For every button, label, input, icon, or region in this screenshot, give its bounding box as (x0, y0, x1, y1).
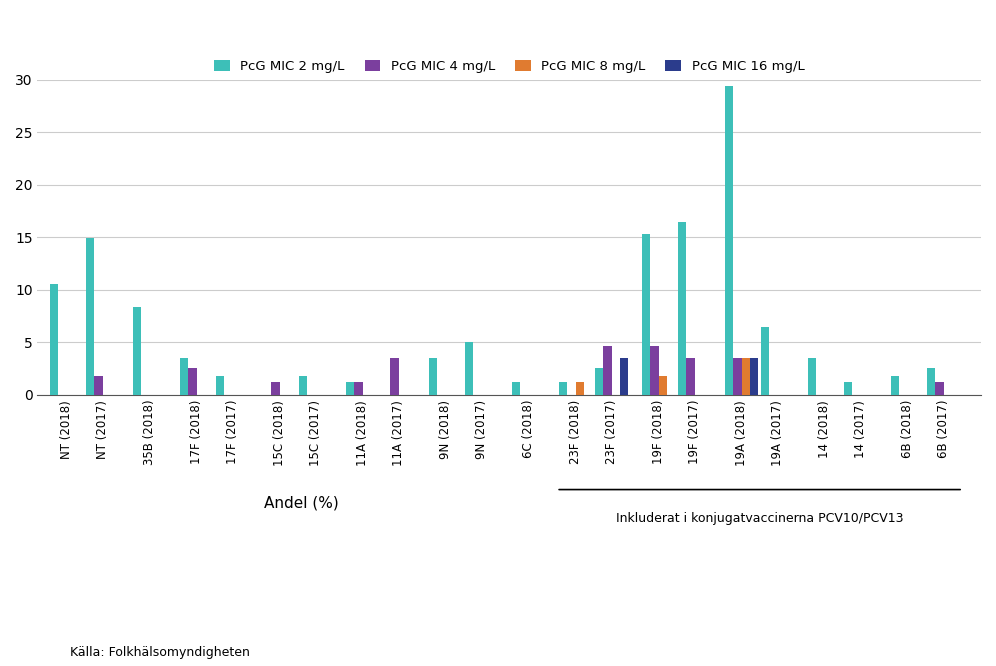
Text: Andel (%): Andel (%) (264, 496, 339, 511)
Bar (188, 368, 196, 395)
Bar (429, 358, 437, 395)
Bar (927, 368, 935, 395)
Bar (595, 368, 604, 395)
Bar (686, 358, 694, 395)
Bar (808, 358, 817, 395)
Text: Inkluderat i konjugatvaccinerna PCV10/PCV13: Inkluderat i konjugatvaccinerna PCV10/PC… (616, 511, 903, 525)
Bar (844, 382, 853, 395)
Bar (891, 376, 899, 395)
Bar (180, 358, 188, 395)
Bar (299, 376, 307, 395)
Bar (742, 358, 750, 395)
Bar (390, 358, 398, 395)
Text: Källa: Folkhälsomyndigheten: Källa: Folkhälsomyndigheten (70, 646, 250, 659)
Bar (678, 222, 686, 395)
Bar (132, 306, 141, 395)
Bar (559, 382, 568, 395)
Bar (733, 358, 742, 395)
Bar (512, 382, 520, 395)
Bar (86, 238, 95, 395)
Bar (465, 342, 473, 395)
Bar (50, 284, 58, 395)
Bar (346, 382, 355, 395)
Bar (604, 346, 612, 395)
Legend: PcG MIC 2 mg/L, PcG MIC 4 mg/L, PcG MIC 8 mg/L, PcG MIC 16 mg/L: PcG MIC 2 mg/L, PcG MIC 4 mg/L, PcG MIC … (209, 55, 810, 79)
Bar (216, 376, 224, 395)
Bar (642, 234, 650, 395)
Bar (935, 382, 943, 395)
Bar (576, 382, 584, 395)
Bar (750, 358, 758, 395)
Bar (725, 86, 733, 395)
Bar (95, 376, 103, 395)
Bar (658, 376, 667, 395)
Bar (271, 382, 280, 395)
Bar (761, 326, 769, 395)
Bar (650, 346, 658, 395)
Bar (620, 358, 628, 395)
Bar (355, 382, 363, 395)
